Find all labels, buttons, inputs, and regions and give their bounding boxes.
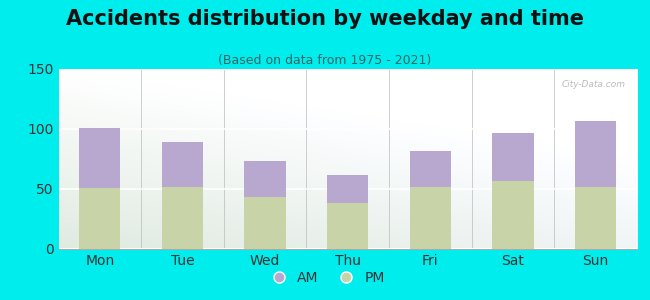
Legend: AM, PM: AM, PM — [259, 265, 391, 290]
Bar — [79, 128, 120, 188]
Bar — [493, 181, 534, 249]
Bar — [493, 133, 534, 181]
Bar — [79, 188, 120, 249]
Bar — [575, 187, 616, 249]
Bar — [327, 175, 369, 203]
Text: (Based on data from 1975 - 2021): (Based on data from 1975 - 2021) — [218, 54, 432, 67]
Bar — [162, 142, 203, 187]
Bar — [575, 121, 616, 187]
Text: City-Data.com: City-Data.com — [562, 80, 625, 89]
Bar — [327, 203, 369, 249]
Text: Accidents distribution by weekday and time: Accidents distribution by weekday and ti… — [66, 9, 584, 29]
Bar — [162, 187, 203, 249]
Bar — [410, 187, 451, 249]
Bar — [244, 197, 286, 249]
Bar — [410, 151, 451, 187]
Bar — [244, 161, 286, 197]
